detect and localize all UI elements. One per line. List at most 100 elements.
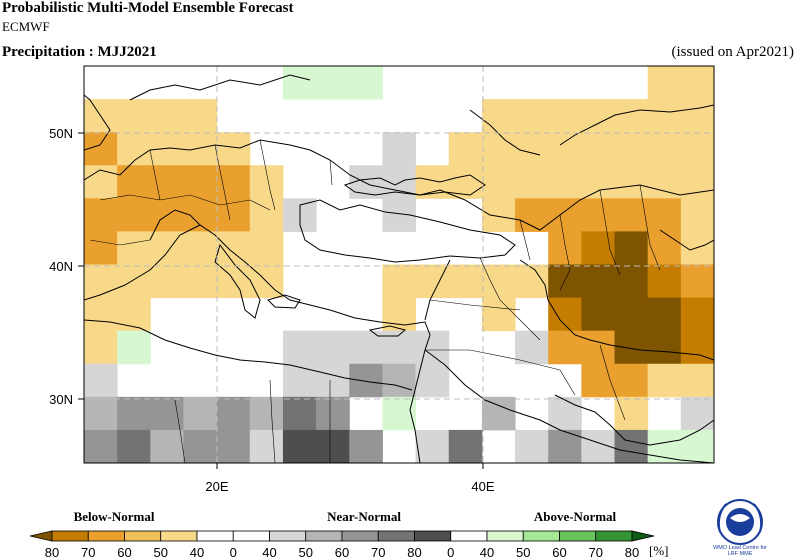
prob-cell (680, 198, 714, 232)
near-normal-label: Near-Normal (327, 509, 401, 524)
model-name: ECMWF (2, 19, 50, 34)
probability-cells (84, 66, 714, 463)
prob-cell (680, 297, 714, 332)
colorbar-ticks: 80 70 60 50 40 0 40 50 60 70 80 0 40 50 60 70 80 (45, 545, 639, 560)
prob-cell (282, 429, 350, 463)
prob-cell (84, 297, 151, 332)
prob-cell (316, 396, 350, 431)
colorbar-segment (341, 530, 379, 542)
prob-cell (548, 297, 582, 332)
colorbar-segment (414, 530, 452, 542)
prob-cell (349, 429, 383, 463)
colorbar-tick-label: 50 (299, 545, 313, 560)
prob-cell (84, 231, 118, 265)
colorbar-segment (160, 530, 198, 542)
prob-cell (647, 231, 682, 265)
lat-label-50n: 50N (49, 126, 73, 141)
colorbar-tick-label: 50 (516, 545, 530, 560)
colorbar-tick-label: 80 (407, 545, 421, 560)
prob-cell (84, 363, 118, 398)
prob-cell (382, 132, 417, 166)
colorbar-tick-label: 80 (625, 545, 639, 560)
colorbar-segment (124, 530, 162, 542)
colorbar-segment (522, 530, 560, 542)
prob-cell (84, 264, 151, 299)
prob-cell (415, 264, 549, 299)
prob-cell (647, 297, 682, 332)
lat-label-30n: 30N (49, 392, 73, 407)
colorbar-tick-label: 0 (447, 545, 454, 560)
colorbar-segment (305, 530, 343, 542)
prob-cell (382, 363, 417, 398)
prob-cell (680, 396, 714, 431)
lon-label-40e: 40E (471, 479, 494, 494)
lat-label-40n: 40N (49, 259, 73, 274)
above-normal-label: Above-Normal (533, 509, 617, 524)
prob-cell (415, 363, 450, 398)
prob-cell (515, 330, 549, 365)
colorbar-tick-label: 70 (589, 545, 603, 560)
colorbar-segment (269, 530, 307, 542)
colorbar-segment (486, 530, 524, 542)
prob-cell (647, 66, 714, 100)
prob-cell (481, 396, 516, 431)
below-normal-label: Below-Normal (73, 509, 155, 524)
prob-cell (84, 396, 118, 431)
colorbar-tick-label: 40 (480, 545, 494, 560)
prob-cell (581, 99, 714, 133)
prob-cell (448, 165, 714, 199)
colorbar-segment (450, 530, 488, 542)
prob-cell (515, 198, 616, 232)
colorbar-segment (559, 530, 597, 542)
issued-date: (issued on Apr2021) (671, 44, 795, 60)
prob-cell (448, 132, 582, 166)
colorbar-tick-label: 70 (81, 545, 95, 560)
colorbar-arrow-left (29, 530, 53, 542)
prob-cell (382, 264, 417, 299)
prob-cell (481, 198, 516, 232)
prob-cell (117, 231, 251, 265)
prob-cell (84, 165, 118, 199)
colorbar-tick-label: 70 (371, 545, 385, 560)
prob-cell (117, 330, 151, 365)
prob-cell (249, 429, 284, 463)
prob-cell (581, 132, 714, 166)
colorbar-arrow-right (631, 530, 655, 542)
prob-cell (216, 396, 251, 431)
prob-cell (382, 297, 417, 332)
prob-cell (84, 429, 118, 463)
prob-cell (614, 198, 682, 232)
colorbar-segment (377, 530, 415, 542)
colorbar-segment (196, 530, 234, 542)
prob-cell (117, 429, 151, 463)
prob-cell (349, 363, 383, 398)
colorbar-tick-label: 60 (552, 545, 566, 560)
colorbar-tick-label: 40 (190, 545, 204, 560)
prob-cell (84, 330, 118, 365)
colorbar-tick-label: 50 (154, 545, 168, 560)
prob-cell (481, 99, 582, 133)
colorbar-tick-label: 40 (262, 545, 276, 560)
prob-cell (680, 330, 714, 365)
prob-cell (415, 429, 450, 463)
prob-cell (581, 363, 649, 398)
coastlines (84, 74, 714, 463)
colorbar-tick-label: 60 (335, 545, 349, 560)
colorbar-segment (51, 530, 89, 542)
prob-cell (548, 396, 582, 431)
prob-cell (249, 165, 284, 199)
prob-cell (515, 429, 549, 463)
prob-cell (84, 132, 118, 166)
prob-cell (680, 264, 714, 299)
colorbar-segment (87, 530, 125, 542)
prob-cell (481, 297, 516, 332)
colorbar (29, 530, 655, 542)
wmo-logo (717, 499, 763, 545)
prob-cell (548, 231, 582, 265)
prob-cell (117, 165, 251, 199)
prob-cell (282, 396, 317, 431)
prob-cell (647, 363, 714, 398)
prob-cell (150, 429, 184, 463)
map-frame (83, 65, 715, 464)
